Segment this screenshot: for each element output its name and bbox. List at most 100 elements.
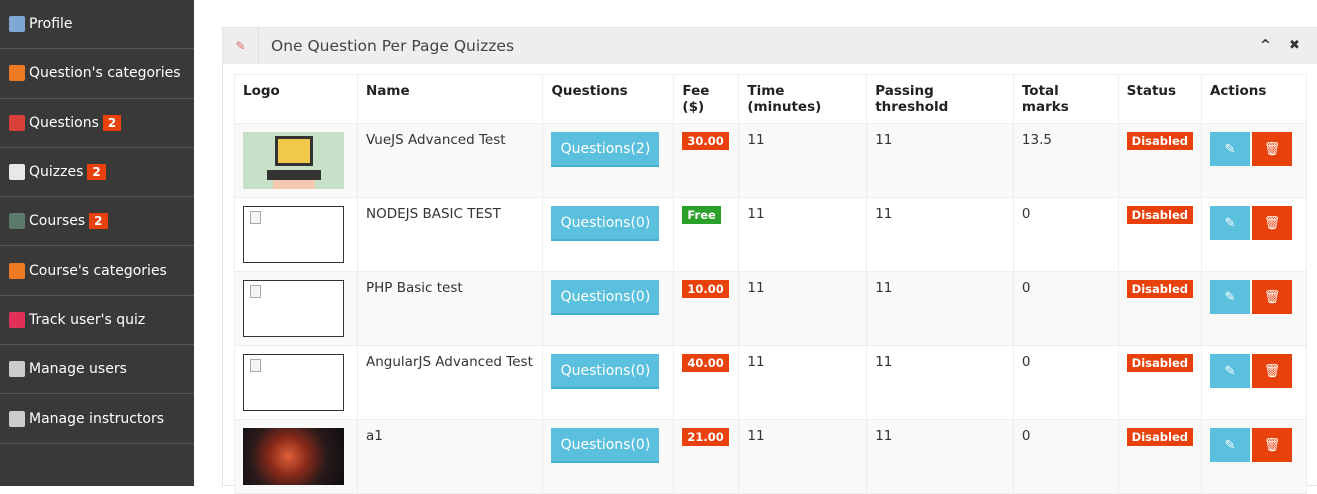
edit-icon: ✎	[1224, 437, 1236, 452]
eye-icon	[9, 311, 25, 328]
trash-icon: 🗑	[1263, 141, 1281, 156]
instructor-icon	[9, 410, 25, 427]
categories-icon	[9, 65, 25, 82]
sidebar-item-label: Course's categories	[29, 262, 167, 279]
sidebar-item-question-s-categories[interactable]: Question's categories	[0, 49, 194, 99]
sidebar: Profile Question's categories Questions 2 Qu…	[0, 0, 194, 486]
passing-cell: 11	[866, 123, 1014, 198]
users-icon	[9, 361, 25, 378]
categories-icon	[9, 262, 25, 279]
edit-icon: ✎	[1224, 363, 1236, 378]
edit-button[interactable]: ✎	[1209, 428, 1250, 462]
quiz-logo-broken-image	[243, 206, 344, 263]
delete-button[interactable]: 🗑	[1251, 206, 1292, 240]
fee-badge: 10.00	[682, 280, 729, 298]
fee-badge: 30.00	[682, 132, 729, 150]
time-cell: 11	[738, 419, 868, 494]
quiz-logo-broken-image	[243, 280, 344, 337]
sidebar-item-manage-instructors[interactable]: Manage instructors	[0, 394, 194, 444]
table-row: a1 Questions(0) 21.00 11 11 0 Disabled ✎…	[234, 419, 1308, 494]
sidebar-item-course-s-categories[interactable]: Course's categories	[0, 246, 194, 296]
passing-cell: 11	[866, 197, 1014, 272]
questions-button[interactable]: Questions(0)	[551, 428, 660, 463]
panel-header: ✎ One Question Per Page Quizzes ^ ✖	[223, 28, 1317, 64]
time-cell: 11	[738, 197, 868, 272]
column-header: Actions	[1200, 74, 1308, 124]
sidebar-item-quizzes[interactable]: Quizzes 2	[0, 148, 194, 198]
status-badge: Disabled	[1126, 428, 1193, 446]
trash-icon: 🗑	[1263, 289, 1281, 304]
sidebar-item-track-user-s-quiz[interactable]: Track user's quiz	[0, 296, 194, 346]
edit-button[interactable]: ✎	[1209, 206, 1250, 240]
count-badge: 2	[102, 114, 122, 131]
sidebar-item-label: Manage users	[29, 361, 127, 378]
count-badge: 2	[89, 213, 108, 230]
sidebar-item-label: Courses	[29, 213, 86, 230]
questions-button[interactable]: Questions(0)	[551, 354, 660, 389]
column-header: Questions	[542, 74, 675, 124]
sidebar-item-manage-users[interactable]: Manage users	[0, 345, 194, 395]
total-marks-cell: 0	[1012, 271, 1119, 346]
sidebar-item-questions[interactable]: Questions 2	[0, 99, 194, 148]
edit-button[interactable]: ✎	[1209, 354, 1250, 388]
time-cell: 11	[738, 123, 868, 198]
quiz-logo-broken-image	[243, 354, 344, 411]
close-icon[interactable]: ✖	[1289, 38, 1300, 53]
passing-cell: 11	[866, 271, 1014, 346]
fee-badge: 21.00	[682, 428, 729, 446]
quizzes-panel: ✎ One Question Per Page Quizzes ^ ✖ Logo…	[222, 27, 1317, 494]
delete-button[interactable]: 🗑	[1251, 428, 1292, 462]
panel-title: One Question Per Page Quizzes	[271, 37, 515, 55]
status-badge: Disabled	[1126, 132, 1193, 150]
sidebar-item-label: Manage instructors	[29, 410, 165, 427]
questions-button[interactable]: Questions(2)	[551, 132, 660, 167]
column-header: Status	[1117, 74, 1202, 124]
table-row: VueJS Advanced Test Questions(2) 30.00 1…	[234, 123, 1308, 198]
sidebar-item-profile[interactable]: Profile	[0, 0, 194, 50]
status-badge: Disabled	[1126, 354, 1193, 372]
questions-button[interactable]: Questions(0)	[551, 206, 660, 241]
quiz-name: VueJS Advanced Test	[356, 123, 544, 198]
passing-cell: 11	[866, 419, 1014, 494]
chevron-up-icon[interactable]: ^	[1260, 38, 1271, 53]
delete-button[interactable]: 🗑	[1251, 132, 1292, 166]
quiz-logo-image	[243, 428, 344, 485]
column-header: Logo	[234, 74, 358, 124]
questions-button[interactable]: Questions(0)	[551, 280, 660, 315]
sidebar-item-label: Question's categories	[29, 65, 181, 82]
edit-icon: ✎	[1224, 289, 1236, 304]
passing-cell: 11	[866, 345, 1014, 420]
column-header: Name	[356, 74, 544, 124]
board-icon	[9, 213, 25, 230]
delete-button[interactable]: 🗑	[1251, 354, 1292, 388]
trash-icon: 🗑	[1263, 363, 1281, 378]
count-badge: 2	[87, 164, 106, 181]
quiz-name: AngularJS Advanced Test	[356, 345, 544, 420]
edit-icon: ✎	[1224, 215, 1236, 230]
fee-badge: 40.00	[682, 354, 729, 372]
question-icon	[9, 114, 25, 131]
column-header: Time (minutes)	[738, 74, 868, 124]
table-row: AngularJS Advanced Test Questions(0) 40.…	[234, 345, 1308, 420]
edit-button[interactable]: ✎	[1209, 280, 1250, 314]
status-badge: Disabled	[1126, 206, 1193, 224]
column-header: Total marks	[1012, 74, 1119, 124]
total-marks-cell: 0	[1012, 419, 1119, 494]
trash-icon: 🗑	[1263, 437, 1281, 452]
edit-button[interactable]: ✎	[1209, 132, 1250, 166]
total-marks-cell: 13.5	[1012, 123, 1119, 198]
time-cell: 11	[738, 271, 868, 346]
user-icon	[9, 16, 25, 33]
table-row: PHP Basic test Questions(0) 10.00 11 11 …	[234, 271, 1308, 346]
fee-badge: Free	[682, 206, 721, 224]
trash-icon: 🗑	[1263, 215, 1281, 230]
delete-button[interactable]: 🗑	[1251, 280, 1292, 314]
sidebar-item-label: Quizzes	[29, 164, 84, 181]
column-header: Passing threshold	[866, 74, 1014, 124]
total-marks-cell: 0	[1012, 197, 1119, 272]
quiz-logo-image	[243, 132, 344, 189]
sidebar-item-label: Profile	[29, 16, 73, 33]
quiz-icon: ✎	[223, 28, 259, 64]
status-badge: Disabled	[1126, 280, 1193, 298]
sidebar-item-courses[interactable]: Courses 2	[0, 197, 194, 247]
